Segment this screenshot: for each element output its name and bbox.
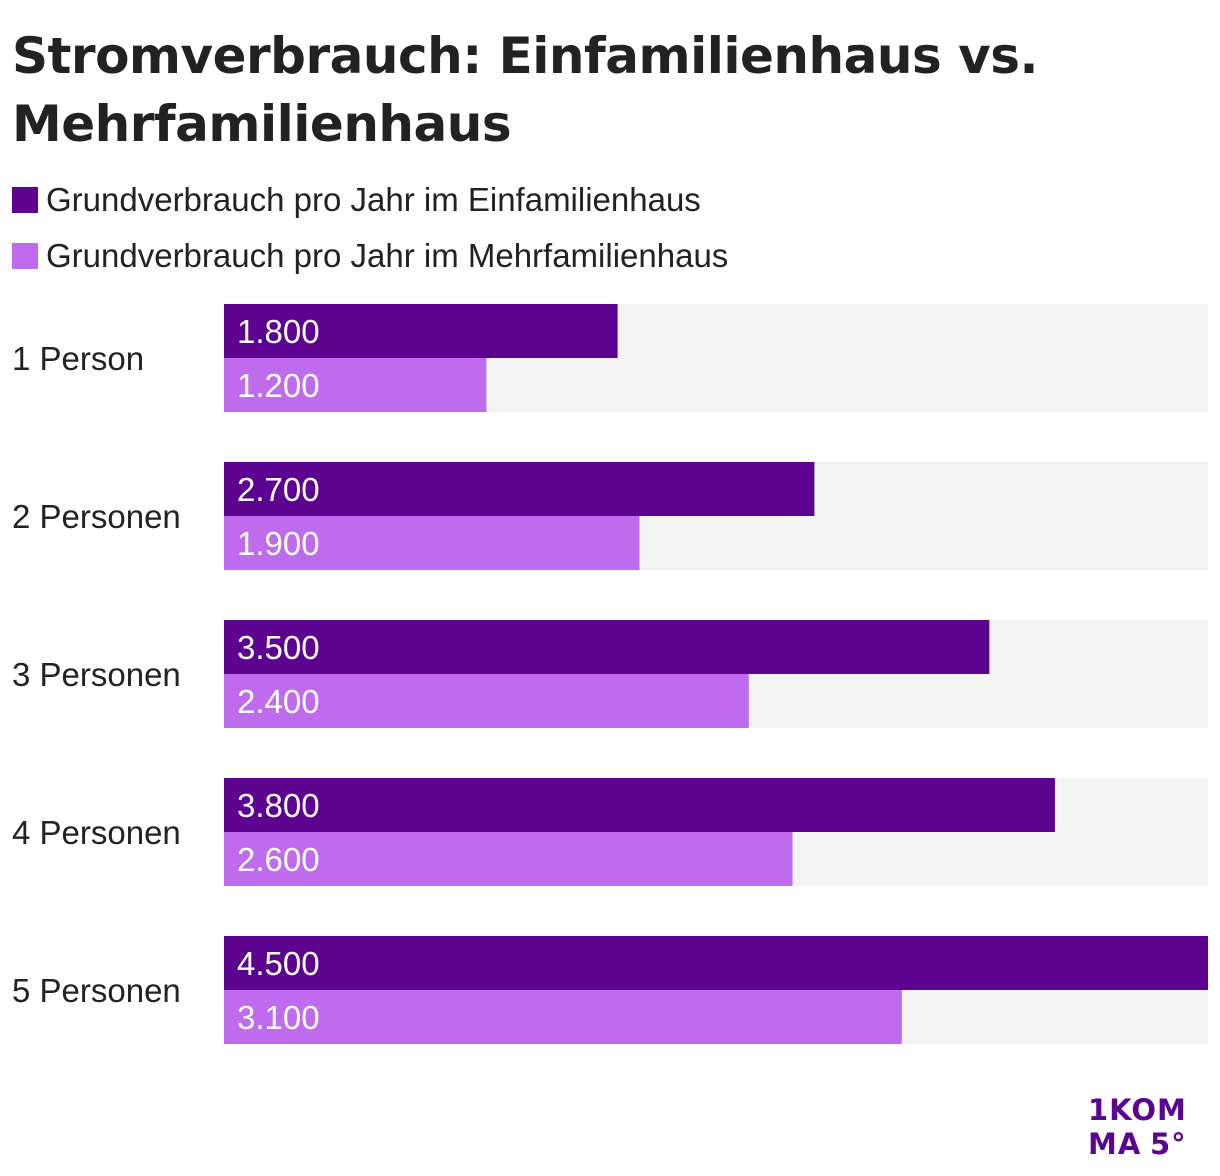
- svg-text:5°: 5°: [1150, 1127, 1187, 1160]
- chart-title: Stromverbrauch: Einfamilienhaus vs. Mehr…: [12, 27, 1038, 153]
- data-label-mehrfamilienhaus-1: 1.200: [237, 367, 320, 404]
- legend-item-mehrfamilienhaus: Grundverbrauch pro Jahr im Mehrfamilienh…: [12, 236, 1202, 276]
- category-label: 5 Personen: [12, 972, 181, 1009]
- svg-text:1KOM: 1KOM: [1088, 1093, 1187, 1127]
- brand-logo-mark: 1KOM MA 5°: [1088, 1093, 1187, 1161]
- legend-item-einfamilienhaus: Grundverbrauch pro Jahr im Einfamilienha…: [12, 180, 1202, 220]
- bar-mehrfamilienhaus-4: [224, 832, 793, 886]
- data-label-mehrfamilienhaus-5: 3.100: [237, 999, 320, 1036]
- bar-einfamilienhaus-4: [224, 778, 1055, 832]
- data-label-einfamilienhaus-2: 2.700: [237, 471, 320, 508]
- data-label-mehrfamilienhaus-4: 2.600: [237, 841, 320, 878]
- bar-mehrfamilienhaus-1: [224, 358, 487, 412]
- brand-logo: 1KOM MA 5°: [1086, 1090, 1206, 1161]
- bar-mehrfamilienhaus-5: [224, 990, 902, 1044]
- data-label-einfamilienhaus-4: 3.800: [237, 787, 320, 824]
- bar-einfamilienhaus-3: [224, 620, 990, 674]
- legend-label-mehrfamilienhaus: Grundverbrauch pro Jahr im Mehrfamilienh…: [46, 237, 729, 274]
- svg-text:MA: MA: [1088, 1127, 1141, 1160]
- data-label-mehrfamilienhaus-2: 1.900: [237, 525, 320, 562]
- category-label: 4 Personen: [12, 814, 181, 851]
- data-label-einfamilienhaus-5: 4.500: [237, 945, 320, 982]
- bar-einfamilienhaus-5: [224, 936, 1208, 990]
- legend-swatch-einfamilienhaus: [12, 187, 38, 213]
- category-label: 2 Personen: [12, 498, 181, 535]
- bar-mehrfamilienhaus-3: [224, 674, 749, 728]
- data-label-mehrfamilienhaus-3: 2.400: [237, 683, 320, 720]
- bar-einfamilienhaus-1: [224, 304, 618, 358]
- bar-mehrfamilienhaus-2: [224, 516, 640, 570]
- data-label-einfamilienhaus-3: 3.500: [237, 629, 320, 666]
- bar-einfamilienhaus-2: [224, 462, 815, 516]
- category-label: 1 Person: [12, 340, 144, 377]
- legend-label-einfamilienhaus: Grundverbrauch pro Jahr im Einfamilienha…: [46, 181, 701, 218]
- category-label: 3 Personen: [12, 656, 181, 693]
- data-label-einfamilienhaus-1: 1.800: [237, 313, 320, 350]
- legend-swatch-mehrfamilienhaus: [12, 243, 38, 269]
